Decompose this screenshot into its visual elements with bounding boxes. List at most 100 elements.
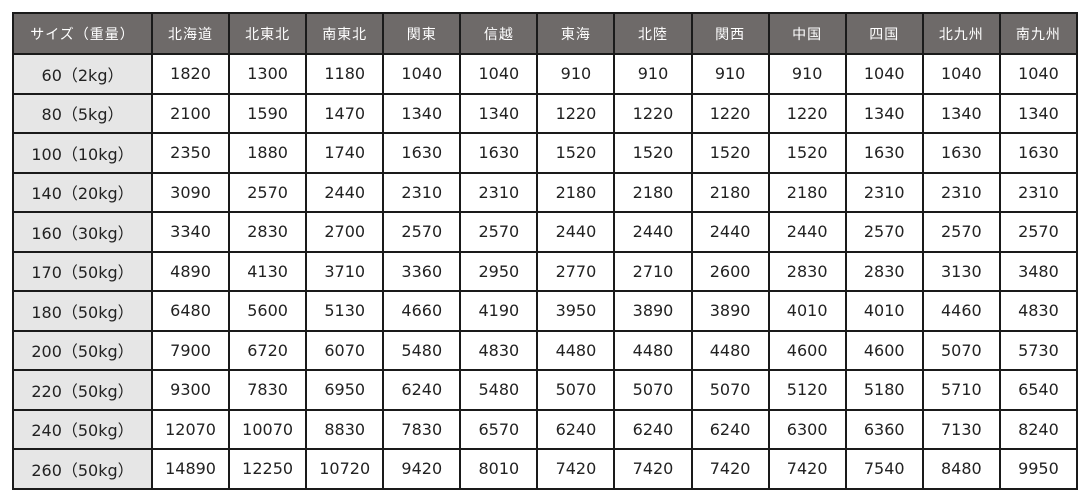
price-cell: 1340 bbox=[844, 92, 924, 134]
price-cell: 2950 bbox=[459, 250, 539, 292]
price-cell: 1590 bbox=[228, 92, 308, 134]
size-cell: 200（50kg） bbox=[12, 329, 153, 371]
price-cell: 14890 bbox=[150, 448, 231, 490]
size-cell: 220（50kg） bbox=[12, 369, 153, 411]
price-cell: 4480 bbox=[613, 329, 693, 371]
price-cell: 4600 bbox=[767, 329, 847, 371]
price-cell: 3090 bbox=[150, 171, 231, 213]
header-region: 南東北 bbox=[305, 12, 385, 55]
price-cell: 1740 bbox=[305, 132, 385, 174]
price-cell: 6540 bbox=[998, 369, 1079, 411]
price-cell: 2310 bbox=[382, 171, 462, 213]
price-cell: 2830 bbox=[844, 250, 924, 292]
table-row: 80（5kg） 2100 1590 1470 1340 1340 1220 1220 1220 1… bbox=[12, 92, 1079, 134]
table-row: 160（30kg） 3340 2830 2700 2570 2570 2440 2440 244… bbox=[12, 211, 1079, 253]
table-row: 60（2kg） 1820 1300 1180 1040 1040 910 910 910 910 1… bbox=[12, 53, 1079, 95]
price-cell: 3890 bbox=[690, 290, 770, 332]
header-region: 北陸 bbox=[613, 12, 693, 55]
price-cell: 2440 bbox=[767, 211, 847, 253]
price-cell: 910 bbox=[613, 53, 693, 95]
price-cell: 2600 bbox=[690, 250, 770, 292]
shipping-rate-table: サイズ（重量） 北海道 北東北 南東北 関東 信越 東海 北陸 関西 中国 四国 北九州 南九州 60… bbox=[12, 12, 1079, 490]
price-cell: 6360 bbox=[844, 408, 924, 450]
price-cell: 1220 bbox=[613, 92, 693, 134]
price-cell: 1470 bbox=[305, 92, 385, 134]
price-cell: 2570 bbox=[382, 211, 462, 253]
table-header: サイズ（重量） 北海道 北東北 南東北 関東 信越 東海 北陸 関西 中国 四国 北九州 南九州 bbox=[12, 12, 1079, 55]
price-cell: 7830 bbox=[382, 408, 462, 450]
price-cell: 6480 bbox=[150, 290, 231, 332]
price-cell: 1040 bbox=[921, 53, 1001, 95]
price-cell: 2180 bbox=[767, 171, 847, 213]
price-cell: 7130 bbox=[921, 408, 1001, 450]
price-cell: 1220 bbox=[690, 92, 770, 134]
price-cell: 6720 bbox=[228, 329, 308, 371]
price-cell: 910 bbox=[536, 53, 616, 95]
header-region: 北海道 bbox=[150, 12, 231, 55]
price-cell: 10070 bbox=[228, 408, 308, 450]
price-cell: 4190 bbox=[459, 290, 539, 332]
price-cell: 2770 bbox=[536, 250, 616, 292]
size-cell: 100（10kg） bbox=[12, 132, 153, 174]
header-region: 東海 bbox=[536, 12, 616, 55]
price-cell: 6070 bbox=[305, 329, 385, 371]
price-cell: 4890 bbox=[150, 250, 231, 292]
size-cell: 80（5kg） bbox=[12, 92, 153, 134]
price-cell: 1300 bbox=[228, 53, 308, 95]
price-cell: 9950 bbox=[998, 448, 1079, 490]
table-body: 60（2kg） 1820 1300 1180 1040 1040 910 910 910 910 1… bbox=[12, 53, 1079, 490]
price-cell: 7830 bbox=[228, 369, 308, 411]
price-cell: 3890 bbox=[613, 290, 693, 332]
price-cell: 1220 bbox=[767, 92, 847, 134]
price-cell: 2440 bbox=[690, 211, 770, 253]
price-cell: 3710 bbox=[305, 250, 385, 292]
price-cell: 1520 bbox=[613, 132, 693, 174]
header-region: 北九州 bbox=[921, 12, 1001, 55]
price-cell: 3340 bbox=[150, 211, 231, 253]
price-cell: 2350 bbox=[150, 132, 231, 174]
header-region: 関西 bbox=[690, 12, 770, 55]
price-cell: 7900 bbox=[150, 329, 231, 371]
price-cell: 5070 bbox=[921, 329, 1001, 371]
price-cell: 1340 bbox=[382, 92, 462, 134]
price-cell: 4480 bbox=[536, 329, 616, 371]
price-cell: 2570 bbox=[459, 211, 539, 253]
header-region: 信越 bbox=[459, 12, 539, 55]
price-cell: 7420 bbox=[613, 448, 693, 490]
price-cell: 1040 bbox=[382, 53, 462, 95]
price-cell: 1630 bbox=[459, 132, 539, 174]
price-cell: 1630 bbox=[998, 132, 1079, 174]
price-cell: 2440 bbox=[536, 211, 616, 253]
price-cell: 6300 bbox=[767, 408, 847, 450]
table-row: 180（50kg） 6480 5600 5130 4660 4190 3950 3890 389… bbox=[12, 290, 1079, 332]
header-region: 南九州 bbox=[998, 12, 1079, 55]
price-cell: 9300 bbox=[150, 369, 231, 411]
price-cell: 2570 bbox=[844, 211, 924, 253]
price-cell: 1340 bbox=[998, 92, 1079, 134]
price-cell: 1630 bbox=[844, 132, 924, 174]
price-cell: 5070 bbox=[536, 369, 616, 411]
table-row: 240（50kg） 12070 10070 8830 7830 6570 6240 6240 6… bbox=[12, 408, 1079, 450]
price-cell: 6240 bbox=[536, 408, 616, 450]
price-cell: 9420 bbox=[382, 448, 462, 490]
price-cell: 5480 bbox=[459, 369, 539, 411]
price-cell: 2440 bbox=[305, 171, 385, 213]
size-cell: 60（2kg） bbox=[12, 53, 153, 95]
price-cell: 6240 bbox=[613, 408, 693, 450]
price-cell: 910 bbox=[767, 53, 847, 95]
price-cell: 7540 bbox=[844, 448, 924, 490]
price-cell: 1520 bbox=[690, 132, 770, 174]
price-cell: 4830 bbox=[459, 329, 539, 371]
price-cell: 2710 bbox=[613, 250, 693, 292]
price-cell: 5130 bbox=[305, 290, 385, 332]
price-cell: 8010 bbox=[459, 448, 539, 490]
price-cell: 8480 bbox=[921, 448, 1001, 490]
price-cell: 6950 bbox=[305, 369, 385, 411]
price-cell: 5070 bbox=[690, 369, 770, 411]
table-row: 260（50kg） 14890 12250 10720 9420 8010 7420 7420… bbox=[12, 448, 1079, 490]
price-cell: 6240 bbox=[690, 408, 770, 450]
price-cell: 4480 bbox=[690, 329, 770, 371]
price-cell: 1630 bbox=[921, 132, 1001, 174]
size-cell: 170（50kg） bbox=[12, 250, 153, 292]
price-cell: 4460 bbox=[921, 290, 1001, 332]
